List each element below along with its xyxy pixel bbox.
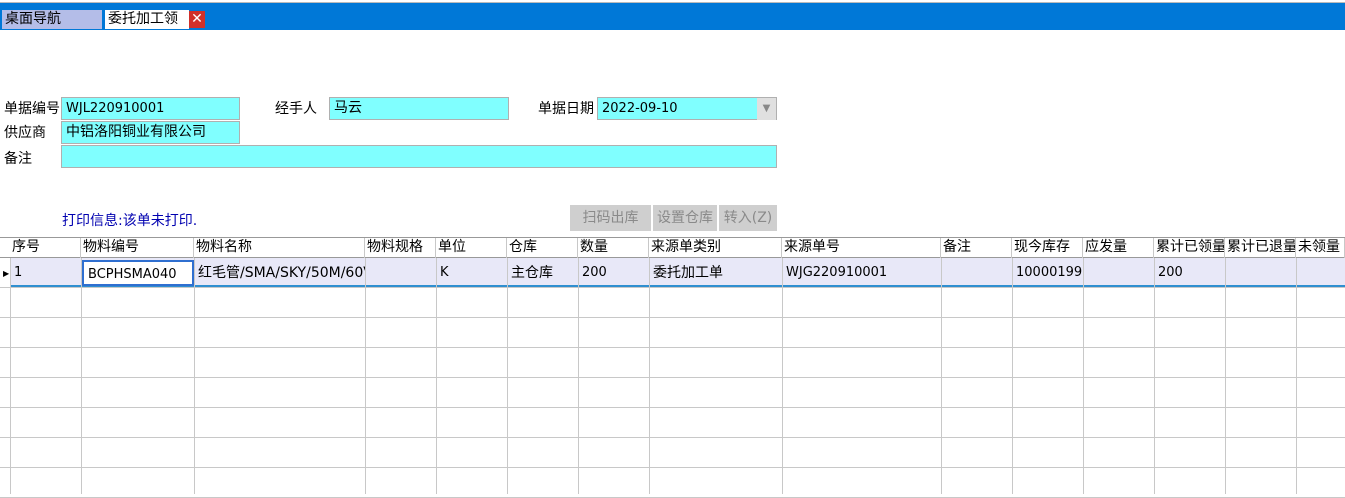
tab-outsourcing-issue[interactable]: 委托加工领 bbox=[105, 10, 189, 29]
set-warehouse-button[interactable]: 设置仓库 bbox=[653, 205, 717, 231]
grid-line bbox=[1012, 258, 1013, 494]
column-header[interactable]: 物料名称 bbox=[194, 238, 365, 258]
table-cell[interactable]: 主仓库 bbox=[511, 265, 553, 281]
grid-line bbox=[1154, 258, 1155, 494]
table-cell[interactable]: 10000199 bbox=[1016, 265, 1083, 280]
column-header[interactable]: 序号 bbox=[10, 238, 81, 258]
row-pointer-icon: ▶ bbox=[3, 269, 10, 278]
remark-label: 备注 bbox=[4, 151, 32, 167]
grid-line bbox=[1083, 258, 1084, 494]
grid-line bbox=[10, 258, 11, 494]
grid-line bbox=[0, 437, 1345, 438]
table-cell[interactable]: 1 bbox=[14, 265, 23, 280]
column-header[interactable]: 物料规格 bbox=[365, 238, 436, 258]
table-cell[interactable]: WJG220910001 bbox=[786, 265, 888, 280]
remark-field[interactable] bbox=[61, 145, 777, 168]
table-cell[interactable]: 委托加工单 bbox=[653, 265, 723, 281]
column-header[interactable]: 来源单号 bbox=[782, 238, 941, 258]
grid-line bbox=[365, 258, 366, 494]
window-top-border bbox=[0, 0, 1345, 3]
column-header[interactable]: 数量 bbox=[578, 238, 649, 258]
table-cell[interactable] bbox=[1296, 260, 1345, 286]
table-cell[interactable]: BCPHSMA040 bbox=[82, 260, 194, 286]
column-header[interactable]: 单位 bbox=[436, 238, 507, 258]
grid-line bbox=[782, 258, 783, 494]
grid-line bbox=[0, 377, 1345, 378]
grid-line bbox=[81, 258, 82, 494]
handler-label: 经手人 bbox=[275, 101, 317, 117]
close-tab-icon[interactable]: ✕ bbox=[189, 11, 205, 28]
table-cell[interactable]: 200 bbox=[582, 265, 607, 280]
table-cell[interactable] bbox=[1225, 260, 1296, 286]
column-header[interactable]: 物料编号 bbox=[81, 238, 194, 258]
grid-line bbox=[0, 407, 1345, 408]
table-cell[interactable] bbox=[1083, 260, 1154, 286]
doc-no-field[interactable]: WJL220910001 bbox=[61, 97, 240, 120]
detail-grid[interactable]: ▶ 序号 物料编号 物料名称 物料规格 单位 仓库 数量 来源单类别 来源单号 备注 现今库存 应发量累… bbox=[0, 237, 1345, 498]
table-cell[interactable]: 红毛管/SMA/SKY/50M/60V bbox=[198, 265, 365, 281]
table-row[interactable] bbox=[10, 258, 1345, 287]
table-cell[interactable] bbox=[941, 260, 1012, 286]
handler-field[interactable]: 马云 bbox=[329, 97, 509, 120]
column-header[interactable]: 来源单类别 bbox=[649, 238, 782, 258]
grid-line bbox=[941, 258, 942, 494]
transfer-in-button[interactable]: 转入(Z) bbox=[719, 205, 777, 231]
grid-line bbox=[578, 258, 579, 494]
grid-line bbox=[507, 258, 508, 494]
grid-line bbox=[194, 258, 195, 494]
supplier-label: 供应商 bbox=[4, 125, 46, 141]
column-header[interactable]: 未领量 bbox=[1296, 238, 1345, 258]
column-header[interactable]: 现今库存 bbox=[1012, 238, 1083, 258]
grid-line bbox=[0, 467, 1345, 468]
column-header[interactable]: 仓库 bbox=[507, 238, 578, 258]
grid-line bbox=[1296, 258, 1297, 494]
grid-line bbox=[0, 317, 1345, 318]
column-header[interactable]: 备注 bbox=[941, 238, 1012, 258]
grid-line bbox=[0, 347, 1345, 348]
print-info: 打印信息:该单未打印. bbox=[62, 213, 198, 229]
tab-bar: 桌面导航 委托加工领 ✕ bbox=[0, 3, 1345, 30]
doc-no-label: 单据编号 bbox=[4, 101, 60, 117]
grid-line bbox=[0, 287, 1345, 288]
date-field[interactable]: 2022-09-10 bbox=[597, 97, 777, 120]
column-header[interactable]: 应发量 bbox=[1083, 238, 1154, 258]
table-cell[interactable]: K bbox=[440, 265, 449, 280]
scan-out-button[interactable]: 扫码出库 bbox=[570, 205, 651, 231]
table-cell[interactable] bbox=[365, 260, 436, 286]
column-header[interactable]: 累计已退量 bbox=[1225, 238, 1296, 258]
grid-line bbox=[1225, 258, 1226, 494]
grid-line bbox=[436, 258, 437, 494]
grid-line bbox=[649, 258, 650, 494]
tab-desktop-nav[interactable]: 桌面导航 bbox=[2, 10, 102, 29]
supplier-field[interactable]: 中铝洛阳铜业有限公司 bbox=[61, 121, 240, 144]
table-cell[interactable]: 200 bbox=[1158, 265, 1183, 280]
grid-line bbox=[0, 257, 1345, 258]
date-label: 单据日期 bbox=[538, 101, 594, 117]
chevron-down-icon[interactable]: ▼ bbox=[757, 98, 776, 120]
column-header[interactable]: 累计已领量 bbox=[1154, 238, 1225, 258]
